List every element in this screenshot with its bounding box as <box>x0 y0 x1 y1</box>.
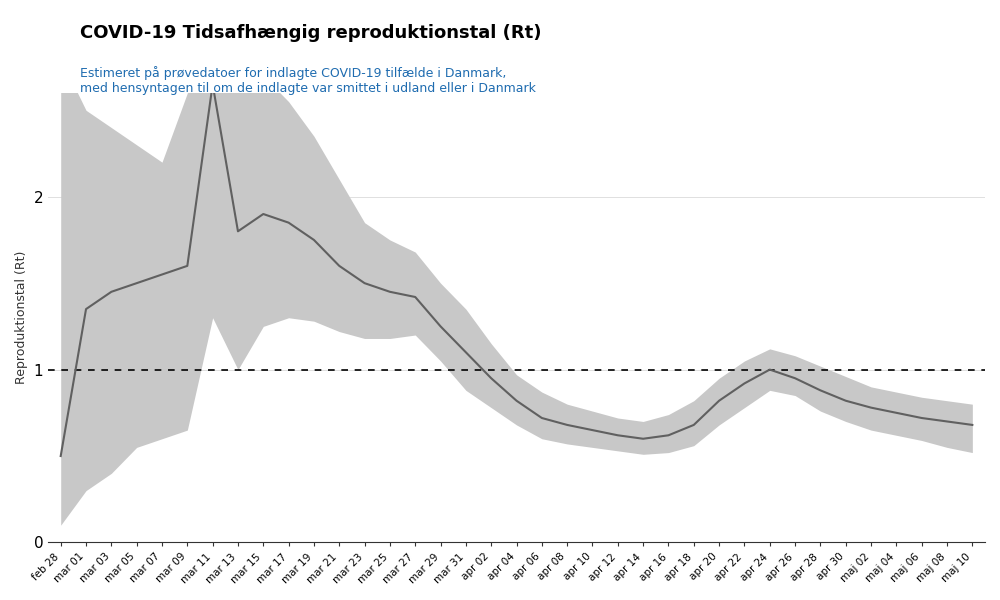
Text: COVID-19 Tidsafhængig reproduktionstal (Rt): COVID-19 Tidsafhængig reproduktionstal (… <box>80 24 542 42</box>
Y-axis label: Reproduktionstal (Rt): Reproduktionstal (Rt) <box>15 251 28 385</box>
Text: Estimeret på prøvedatoer for indlagte COVID-19 tilfælde i Danmark,
med hensyntag: Estimeret på prøvedatoer for indlagte CO… <box>80 66 536 95</box>
